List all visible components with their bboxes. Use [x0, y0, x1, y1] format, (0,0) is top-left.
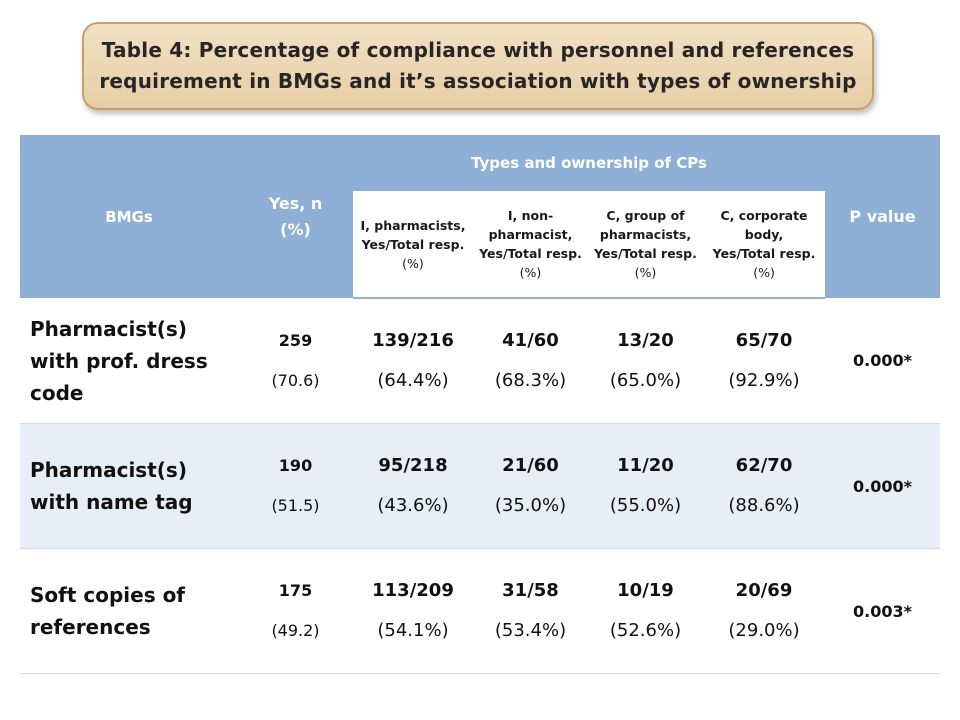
cell-percent: (51.5) — [271, 496, 320, 515]
row-label: Pharmacist(s) with name tag — [20, 423, 238, 549]
cell-ownership: 95/218 (43.6%) — [353, 423, 473, 549]
cell-percent: (64.4%) — [377, 370, 449, 391]
subheader-line1: C, corporate body, — [720, 208, 808, 242]
cell-ownership: 21/60 (35.0%) — [473, 423, 588, 549]
cell-p-value: 0.003* — [825, 548, 941, 674]
subheader-i-non-pharmacist: I, non-pharmacist, Yes/Total resp. (%) — [473, 191, 588, 299]
row-label: Soft copies of references — [20, 548, 238, 674]
cell-ownership: 10/19 (52.6%) — [588, 548, 703, 674]
cell-value: 62/70 — [735, 455, 793, 476]
row-label: Pharmacist(s) with prof. dress code — [20, 298, 238, 424]
subheader-line2: Yes/Total resp. — [712, 246, 816, 261]
subheader-pct: (%) — [753, 265, 775, 280]
cell-ownership: 113/209 (54.1%) — [353, 548, 473, 674]
cell-value: 41/60 — [502, 330, 559, 351]
cell-value: 31/58 — [502, 580, 559, 601]
cell-ownership: 20/69 (29.0%) — [703, 548, 826, 674]
subheader-line1: I, non-pharmacist, — [488, 208, 573, 242]
table-row: Pharmacist(s) with name tag 190 (51.5) 9… — [20, 423, 941, 549]
cell-ownership: 11/20 (55.0%) — [588, 423, 703, 549]
header-p-value: P value — [825, 135, 941, 298]
cell-ownership: 139/216 (64.4%) — [353, 298, 473, 424]
header-bmgs: BMGs — [20, 135, 238, 298]
cell-percent: (35.0%) — [494, 495, 567, 516]
cell-ownership: 31/58 (53.4%) — [473, 548, 588, 674]
cell-value: 10/19 — [617, 580, 674, 601]
cell-percent: (43.6%) — [377, 495, 449, 516]
slide-title: Table 4: Percentage of compliance with p… — [82, 22, 874, 110]
cell-value: 20/69 — [735, 580, 793, 601]
cell-value: 259 — [278, 330, 313, 350]
cell-value: 190 — [278, 456, 313, 475]
subheader-line1: I, pharmacists, — [360, 217, 466, 233]
subheader-pct: (%) — [402, 255, 424, 271]
cell-percent: (70.6) — [271, 370, 320, 390]
cell-percent: (52.6%) — [609, 620, 682, 641]
cell-yes: 175 (49.2) — [238, 548, 353, 674]
cell-percent: (55.0%) — [609, 495, 682, 516]
cell-percent: (68.3%) — [494, 370, 567, 391]
cell-ownership: 41/60 (68.3%) — [473, 298, 588, 424]
cell-ownership: 62/70 (88.6%) — [703, 423, 826, 549]
cell-ownership: 65/70 (92.9%) — [703, 298, 826, 424]
cell-value: 13/20 — [617, 330, 674, 351]
cell-yes: 190 (51.5) — [238, 423, 353, 549]
subheader-c-group-pharmacists: C, group of pharmacists, Yes/Total resp.… — [588, 191, 703, 299]
cell-percent: (54.1%) — [377, 620, 449, 641]
cell-value: 113/209 — [372, 580, 454, 601]
subheader-pct: (%) — [519, 265, 542, 280]
cell-p-value: 0.000* — [825, 298, 941, 424]
cell-ownership: 13/20 (65.0%) — [588, 298, 703, 424]
subheader-pct: (%) — [634, 265, 657, 280]
compliance-table: BMGs Yes, n (%) Types and ownership of C… — [20, 135, 941, 674]
cell-percent: (49.2) — [271, 621, 320, 640]
subheader-line2: Yes/Total resp. — [361, 236, 465, 252]
table-row: Soft copies of references 175 (49.2) 113… — [20, 548, 941, 674]
cell-percent: (88.6%) — [728, 495, 800, 516]
subheader-line2: Yes/Total resp. — [594, 246, 697, 261]
subheader-line1: C, group of pharmacists, — [599, 208, 692, 242]
cell-value: 65/70 — [735, 330, 793, 351]
cell-value: 175 — [278, 581, 313, 600]
header-yes-text: Yes, n (%) — [268, 193, 323, 239]
cell-p-value: 0.000* — [825, 423, 941, 549]
cell-value: 21/60 — [502, 455, 559, 476]
slide-title-text: Table 4: Percentage of compliance with p… — [99, 38, 857, 93]
cell-percent: (65.0%) — [609, 370, 682, 391]
cell-yes: 259 (70.6) — [238, 298, 353, 424]
table-row: Pharmacist(s) with prof. dress code 259 … — [20, 298, 941, 424]
cell-value: 11/20 — [617, 455, 674, 476]
cell-value: 95/218 — [378, 455, 448, 476]
subheader-c-corporate-body: C, corporate body, Yes/Total resp. (%) — [703, 191, 826, 299]
subheader-line2: Yes/Total resp. — [479, 246, 582, 261]
subheader-i-pharmacists: I, pharmacists, Yes/Total resp. (%) — [353, 191, 473, 299]
header-yes: Yes, n (%) — [238, 135, 353, 298]
cell-percent: (29.0%) — [728, 620, 800, 641]
header-types-group: Types and ownership of CPs — [353, 135, 826, 191]
cell-percent: (53.4%) — [494, 620, 567, 641]
cell-percent: (92.9%) — [728, 370, 800, 391]
cell-value: 139/216 — [372, 330, 454, 351]
